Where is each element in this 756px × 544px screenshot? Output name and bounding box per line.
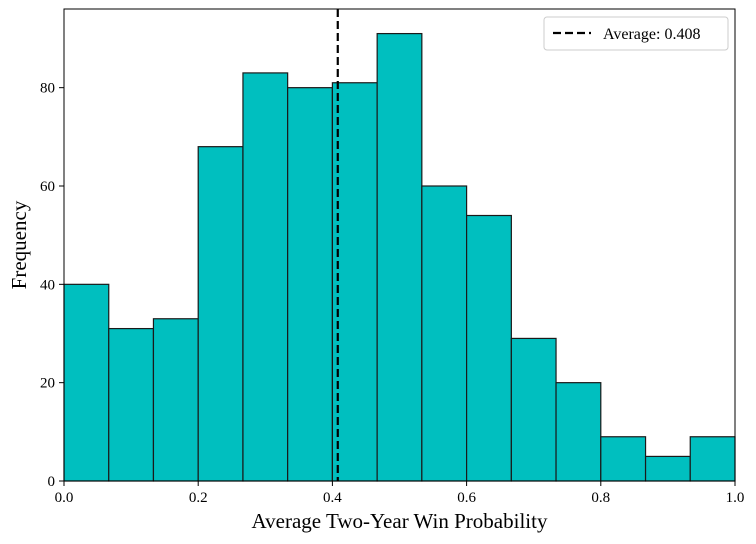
x-tick-label: 0.4 — [323, 490, 342, 506]
histogram-bar — [689, 436, 736, 482]
histogram-bar — [108, 327, 155, 482]
histogram-bar — [63, 283, 110, 482]
x-tick-label: 0.6 — [457, 490, 476, 506]
histogram-bar — [644, 455, 691, 482]
y-tick-label: 60 — [40, 179, 55, 195]
x-tick-label: 0.0 — [55, 490, 74, 506]
histogram-bar — [466, 214, 512, 482]
histogram-bar — [510, 337, 557, 482]
y-tick-label: 80 — [40, 81, 55, 97]
x-tick-label: 0.8 — [591, 490, 610, 506]
y-axis-ticks: 0 20 40 60 80 — [40, 81, 64, 490]
x-tick-label: 0.2 — [189, 490, 208, 506]
x-axis-ticks: 0.0 0.2 0.4 0.6 0.8 1.0 — [55, 481, 745, 506]
histogram-bar — [197, 146, 244, 482]
histogram-bar — [600, 436, 647, 482]
histogram-bar — [376, 32, 423, 482]
y-tick-label: 20 — [40, 376, 55, 392]
y-tick-label: 40 — [40, 277, 55, 293]
plot-frame — [63, 8, 736, 482]
y-tick-label: 0 — [48, 474, 56, 490]
histogram-bar — [242, 72, 289, 482]
histogram-bar — [555, 382, 602, 482]
legend-label: Average: 0.408 — [603, 26, 700, 43]
histogram-bar — [421, 185, 468, 482]
histogram-bar — [152, 318, 199, 482]
legend: Average: 0.408 — [543, 16, 729, 51]
y-axis-title: Frequency — [7, 200, 31, 289]
bars-group — [63, 32, 736, 482]
x-axis-title: Average Two-Year Win Probability — [252, 509, 548, 533]
histogram-bar — [331, 82, 378, 482]
x-tick-label: 1.0 — [726, 490, 745, 506]
legend-box — [543, 16, 729, 51]
histogram-bar — [287, 87, 333, 482]
